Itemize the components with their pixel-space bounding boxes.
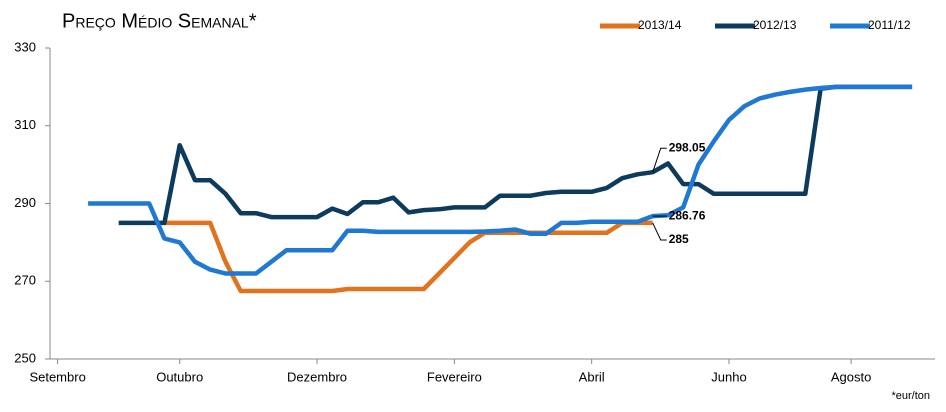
series-line <box>164 220 653 294</box>
x-tick-label: Setembro <box>29 369 85 384</box>
data-label: 286.76 <box>669 208 706 222</box>
x-tick-label: Fevereiro <box>427 369 482 384</box>
series-line <box>118 84 913 226</box>
x-tick-label: Outubro <box>156 369 203 384</box>
y-tick-label: 330 <box>14 39 36 54</box>
y-tick-label: 290 <box>14 195 36 210</box>
y-tick-label: 250 <box>14 350 36 365</box>
y-tick-label: 270 <box>14 273 36 288</box>
legend-label: 2012/13 <box>753 18 797 32</box>
footnote: *eur/ton <box>891 390 930 402</box>
label-leader <box>652 222 667 241</box>
x-tick-label: Junho <box>711 369 746 384</box>
data-label: 298.05 <box>669 140 706 154</box>
chart-title: Preço Médio Semanal* <box>62 10 257 32</box>
x-tick-label: Dezembro <box>287 369 347 384</box>
legend-label: 2013/14 <box>638 18 682 32</box>
data-label: 285 <box>669 232 689 246</box>
label-leader <box>652 147 667 173</box>
x-tick-label: Abril <box>579 369 605 384</box>
y-tick-label: 310 <box>14 117 36 132</box>
series-line <box>88 84 913 276</box>
x-tick-label: Agosto <box>831 369 871 384</box>
legend-label: 2011/12 <box>868 18 911 32</box>
